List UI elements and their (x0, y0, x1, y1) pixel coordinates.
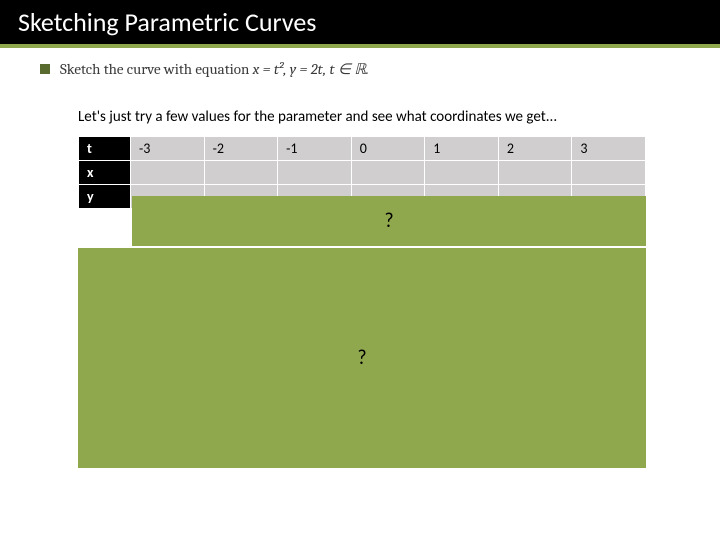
x-val (351, 161, 425, 185)
t-val: 0 (351, 137, 425, 161)
title-bar: Sketching Parametric Curves (0, 0, 720, 48)
row-label-y: y (79, 185, 131, 209)
table-row: t -3 -2 -1 0 1 2 3 (79, 137, 646, 161)
table-row: x (79, 161, 646, 185)
row-label-t: t (79, 137, 131, 161)
row-label-x: x (79, 161, 131, 185)
equation-row: Sketch the curve with equation x = t², y… (40, 60, 720, 78)
overlay-text: ? (384, 209, 393, 233)
reveal-overlay-1[interactable]: ? (132, 196, 646, 246)
x-val (425, 161, 499, 185)
x-val (572, 161, 646, 185)
t-val: 2 (498, 137, 572, 161)
equation-text: Sketch the curve with equation x = t², y… (60, 60, 369, 78)
bullet-icon (40, 64, 50, 74)
equation-body: x = t², y = 2t, t ∈ ℝ. (253, 60, 369, 78)
t-val: 1 (425, 137, 499, 161)
instruction-text: Let's just try a few values for the para… (78, 108, 720, 126)
x-val (278, 161, 352, 185)
t-val: 3 (572, 137, 646, 161)
t-val: -1 (278, 137, 352, 161)
slide-title: Sketching Parametric Curves (18, 6, 316, 38)
t-val: -3 (131, 137, 205, 161)
x-val (131, 161, 205, 185)
x-val (204, 161, 278, 185)
t-val: -2 (204, 137, 278, 161)
overlay-text: ? (357, 346, 366, 370)
reveal-overlay-2[interactable]: ? (78, 248, 646, 468)
x-val (498, 161, 572, 185)
equation-prefix: Sketch the curve with equation (60, 60, 253, 78)
